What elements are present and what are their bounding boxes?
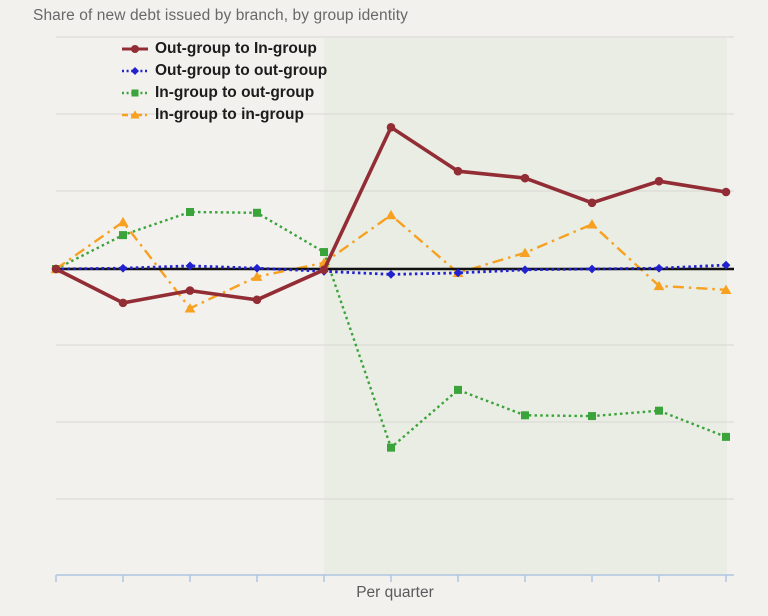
legend-label: In-group to in-group bbox=[155, 106, 304, 123]
series-marker-diamond bbox=[252, 263, 262, 273]
legend-label: Out-group to In-group bbox=[155, 40, 317, 57]
series-marker-circle bbox=[386, 123, 396, 132]
series-marker-circle bbox=[252, 295, 262, 305]
series-marker-circle bbox=[185, 286, 195, 295]
legend-item-3: In-group to out-group bbox=[122, 82, 327, 104]
series-marker-square bbox=[655, 406, 663, 415]
series-marker-diamond bbox=[118, 263, 128, 273]
series-marker-square bbox=[320, 248, 328, 257]
series-marker-diamond bbox=[587, 264, 597, 274]
legend-label: Out-group to out-group bbox=[155, 62, 328, 79]
series-marker-circle bbox=[654, 176, 664, 186]
series-marker-square bbox=[186, 208, 194, 217]
chart-legend: Out-group to In-group Out-group to out-gr… bbox=[122, 38, 327, 126]
series-marker-triangle bbox=[251, 271, 263, 281]
series-marker-square bbox=[588, 412, 596, 421]
series-marker-triangle bbox=[586, 219, 598, 229]
series-marker-square bbox=[387, 443, 395, 452]
series-marker-triangle bbox=[184, 303, 196, 313]
series-marker-triangle bbox=[653, 280, 665, 291]
series-marker-triangle bbox=[117, 216, 129, 227]
series-marker-circle bbox=[118, 298, 128, 308]
series-marker-diamond bbox=[654, 263, 664, 273]
series-marker-diamond bbox=[520, 265, 530, 275]
legend-circle-icon bbox=[122, 45, 148, 53]
series-line-diamond bbox=[55, 263, 727, 276]
series-marker-circle bbox=[520, 173, 530, 183]
series-marker-diamond bbox=[721, 260, 731, 270]
x-axis-label: Per quarter bbox=[356, 584, 434, 601]
series-marker-square bbox=[119, 231, 127, 240]
legend-item-4: In-group to in-group bbox=[122, 104, 327, 126]
series-marker-circle bbox=[319, 265, 329, 275]
series-marker-diamond bbox=[386, 269, 396, 279]
series-marker-circle bbox=[51, 264, 61, 274]
series-marker-triangle bbox=[385, 209, 397, 220]
series-marker-diamond bbox=[453, 268, 463, 278]
series-marker-circle bbox=[453, 166, 463, 176]
series-marker-triangle bbox=[519, 247, 531, 258]
series-marker-circle bbox=[721, 187, 731, 197]
shaded-region bbox=[324, 38, 727, 574]
series-marker-triangle bbox=[720, 284, 732, 294]
series-marker-square bbox=[253, 208, 261, 217]
legend-triangle-icon bbox=[122, 110, 148, 119]
series-marker-square bbox=[454, 385, 462, 394]
series-marker-square bbox=[521, 411, 529, 420]
legend-item-2: Out-group to out-group bbox=[122, 60, 327, 82]
series-marker-diamond bbox=[185, 261, 195, 271]
legend-label: In-group to out-group bbox=[155, 84, 315, 101]
legend-diamond-icon bbox=[122, 67, 148, 75]
series-marker-square bbox=[722, 432, 730, 441]
legend-item-1: Out-group to In-group bbox=[122, 38, 327, 60]
chart-title: Share of new debt issued by branch, by g… bbox=[33, 7, 408, 24]
series-marker-circle bbox=[587, 198, 597, 208]
legend-square-icon bbox=[122, 89, 148, 97]
